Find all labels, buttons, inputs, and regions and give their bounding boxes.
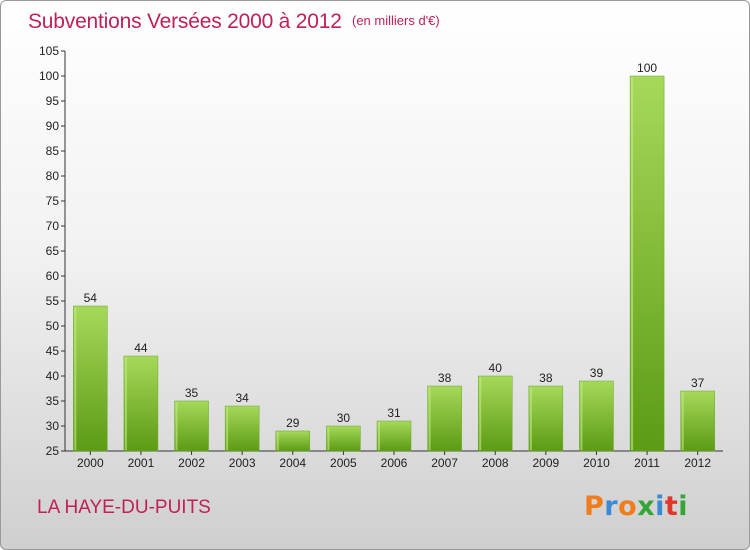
bar-highlight — [378, 422, 380, 450]
y-tick-label: 40 — [46, 369, 60, 383]
x-tick-label-2000: 2000 — [77, 456, 104, 470]
bar-highlight — [124, 357, 127, 450]
bar-highlight — [631, 77, 634, 450]
y-tick-label: 75 — [46, 194, 60, 208]
logo-letter: i — [678, 491, 689, 522]
y-tick-label: 50 — [46, 319, 60, 333]
x-tick-label-2007: 2007 — [431, 456, 458, 470]
y-tick-label: 60 — [46, 269, 60, 283]
chart-title: Subventions Versées 2000 à 2012 — [28, 10, 342, 33]
x-tick-label-2005: 2005 — [330, 456, 357, 470]
data-label-2009: 38 — [539, 371, 553, 385]
proxiti-logo[interactable]: Proxiti — [584, 491, 688, 522]
bar-2008 — [477, 375, 513, 452]
bar-highlight — [175, 402, 178, 450]
logo-letter: i — [655, 491, 665, 522]
x-tick-label-2008: 2008 — [482, 456, 509, 470]
x-tick-label-2012: 2012 — [684, 456, 711, 470]
bar-highlight — [327, 427, 330, 450]
y-tick-label: 55 — [46, 294, 60, 308]
logo-letter: o — [618, 491, 638, 522]
x-tick-label-2002: 2002 — [178, 456, 205, 470]
bar-highlight — [681, 392, 684, 450]
y-tick-label: 30 — [46, 419, 60, 433]
bar-2007 — [427, 385, 462, 452]
bar-2009 — [528, 385, 564, 452]
y-tick-label: 80 — [46, 169, 60, 183]
bar-2001 — [123, 355, 159, 452]
bar-highlight — [74, 307, 77, 450]
bar-2004 — [275, 430, 311, 452]
x-tick-label-2006: 2006 — [381, 456, 408, 470]
y-tick-label: 65 — [46, 244, 60, 258]
data-label-2002: 35 — [185, 386, 199, 400]
data-label-2001: 44 — [134, 341, 148, 355]
bar-2000 — [73, 305, 108, 452]
y-tick-label: 95 — [46, 94, 60, 108]
data-label-2010: 39 — [590, 366, 604, 380]
y-tick-label: 25 — [46, 444, 60, 458]
bar-highlight — [529, 387, 532, 450]
bar-2003 — [224, 405, 260, 452]
logo-letter: r — [604, 491, 619, 522]
bar-highlight — [226, 407, 229, 450]
data-label-2004: 29 — [286, 416, 300, 430]
data-label-2000: 54 — [84, 291, 98, 305]
y-tick-label: 100 — [39, 69, 59, 83]
y-tick-label: 70 — [46, 219, 60, 233]
data-label-2008: 40 — [489, 361, 503, 375]
y-tick-label: 90 — [46, 119, 60, 133]
bar-highlight — [479, 377, 482, 450]
logo-letter: t — [664, 491, 679, 522]
bar-2010 — [579, 380, 614, 452]
x-tick-label-2001: 2001 — [128, 456, 155, 470]
x-tick-label-2011: 2011 — [634, 456, 660, 470]
y-tick-label: 35 — [46, 394, 60, 408]
commune-name: LA HAYE-DU-PUITS — [37, 497, 211, 518]
chart-bars — [73, 75, 715, 452]
data-label-2006: 31 — [387, 406, 401, 420]
bar-2011 — [629, 75, 665, 452]
bar-highlight — [428, 387, 431, 450]
chart-labels: 54 2000 44 2001 35 2002 34 2003 29 2004 30 2005 31 20… — [77, 61, 711, 470]
logo-letter: P — [584, 491, 605, 522]
bar-2005 — [326, 425, 361, 452]
data-label-2003: 34 — [235, 391, 249, 405]
data-label-2012: 37 — [691, 376, 705, 390]
data-label-2011: 100 — [637, 61, 657, 75]
y-tick-label: 85 — [46, 144, 60, 158]
bar-2006 — [376, 420, 412, 452]
bar-highlight — [580, 382, 583, 450]
y-tick-label: 45 — [46, 344, 60, 358]
x-tick-label-2010: 2010 — [583, 456, 610, 470]
bar-2012 — [680, 390, 715, 452]
x-tick-label-2003: 2003 — [229, 456, 256, 470]
x-tick-label-2009: 2009 — [532, 456, 559, 470]
y-tick-label: 105 — [39, 44, 59, 58]
bar-highlight — [276, 432, 279, 450]
unit-note: (en milliers d'€) — [352, 13, 440, 28]
bar-2002 — [174, 400, 209, 452]
logo-letter: x — [637, 491, 656, 522]
data-label-2007: 38 — [438, 371, 452, 385]
data-label-2005: 30 — [337, 411, 351, 425]
x-tick-label-2004: 2004 — [279, 456, 306, 470]
